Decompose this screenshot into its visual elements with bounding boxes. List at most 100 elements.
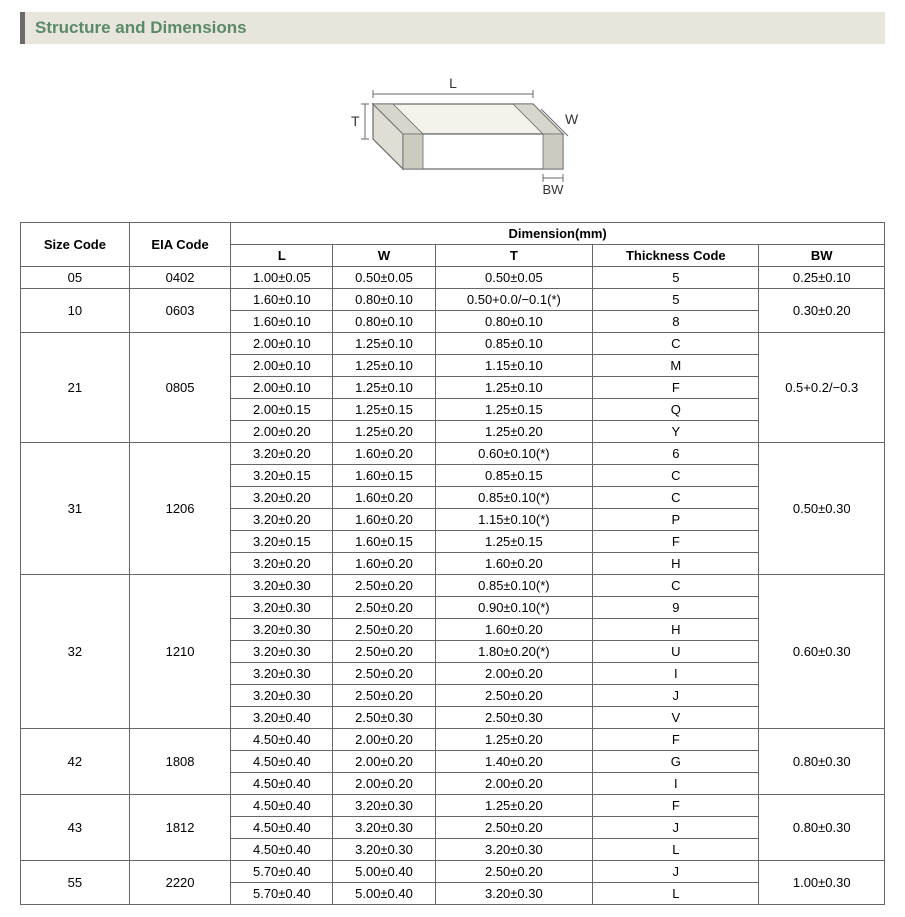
cell-tc: M [593,355,759,377]
cell-bw: 0.80±0.30 [759,729,885,795]
cell-tc: F [593,729,759,751]
cell-W: 2.50±0.20 [333,685,435,707]
cell-T: 0.50±0.05 [435,267,593,289]
cell-L: 4.50±0.40 [231,729,333,751]
cell-W: 2.50±0.20 [333,575,435,597]
cell-T: 2.00±0.20 [435,663,593,685]
cell-tc: C [593,487,759,509]
cell-tc: U [593,641,759,663]
cell-W: 0.80±0.10 [333,289,435,311]
cell-T: 1.25±0.20 [435,795,593,817]
cell-tc: L [593,839,759,861]
label-W: W [565,111,579,127]
label-L: L [449,75,457,91]
table-row: 3112063.20±0.201.60±0.200.60±0.10(*)60.5… [21,443,885,465]
cell-bw: 1.00±0.30 [759,861,885,905]
cell-L: 3.20±0.20 [231,553,333,575]
cell-W: 2.00±0.20 [333,751,435,773]
cell-W: 1.60±0.20 [333,443,435,465]
cell-W: 5.00±0.40 [333,861,435,883]
cell-tc: 8 [593,311,759,333]
cell-T: 0.50+0.0/−0.1(*) [435,289,593,311]
cell-L: 1.00±0.05 [231,267,333,289]
cell-size: 05 [21,267,130,289]
cell-eia: 1210 [129,575,230,729]
cell-T: 1.60±0.20 [435,553,593,575]
cell-W: 3.20±0.30 [333,795,435,817]
cell-tc: 5 [593,267,759,289]
cell-size: 43 [21,795,130,861]
cell-T: 1.25±0.10 [435,377,593,399]
cell-eia: 0402 [129,267,230,289]
cell-W: 2.50±0.20 [333,597,435,619]
cell-eia: 0603 [129,289,230,333]
cell-L: 2.00±0.10 [231,377,333,399]
col-W: W [333,245,435,267]
cell-eia: 1812 [129,795,230,861]
cell-eia: 1206 [129,443,230,575]
col-thickness: Thickness Code [593,245,759,267]
label-T: T [351,113,360,129]
col-BW: BW [759,245,885,267]
col-dimension-group: Dimension(mm) [231,223,885,245]
cell-size: 55 [21,861,130,905]
cell-tc: V [593,707,759,729]
table-row: 1006031.60±0.100.80±0.100.50+0.0/−0.1(*)… [21,289,885,311]
cell-W: 1.25±0.15 [333,399,435,421]
cell-tc: L [593,883,759,905]
cell-T: 0.80±0.10 [435,311,593,333]
cell-W: 2.00±0.20 [333,729,435,751]
cell-T: 3.20±0.30 [435,883,593,905]
cell-W: 0.80±0.10 [333,311,435,333]
cell-tc: F [593,377,759,399]
cell-L: 3.20±0.20 [231,487,333,509]
cell-tc: I [593,773,759,795]
cell-tc: Y [593,421,759,443]
cell-T: 0.85±0.15 [435,465,593,487]
cell-W: 1.60±0.20 [333,509,435,531]
cell-tc: Q [593,399,759,421]
cell-L: 3.20±0.30 [231,685,333,707]
cell-tc: J [593,817,759,839]
cell-tc: F [593,531,759,553]
cell-tc: J [593,861,759,883]
cell-T: 2.50±0.20 [435,817,593,839]
cell-tc: 5 [593,289,759,311]
table-row: 3212103.20±0.302.50±0.200.85±0.10(*)C0.6… [21,575,885,597]
cell-W: 1.60±0.20 [333,487,435,509]
table-row: 4218084.50±0.402.00±0.201.25±0.20F0.80±0… [21,729,885,751]
cell-T: 0.85±0.10(*) [435,487,593,509]
cell-eia: 1808 [129,729,230,795]
cell-tc: P [593,509,759,531]
cell-size: 21 [21,333,130,443]
cell-L: 1.60±0.10 [231,289,333,311]
cell-L: 3.20±0.30 [231,575,333,597]
cell-L: 5.70±0.40 [231,883,333,905]
cell-T: 3.20±0.30 [435,839,593,861]
cell-T: 1.15±0.10 [435,355,593,377]
cell-tc: H [593,553,759,575]
cell-W: 2.50±0.20 [333,663,435,685]
table-row: 0504021.00±0.050.50±0.050.50±0.0550.25±0… [21,267,885,289]
cell-tc: C [593,575,759,597]
cell-W: 1.60±0.15 [333,465,435,487]
cell-tc: H [593,619,759,641]
cell-T: 1.40±0.20 [435,751,593,773]
cell-T: 0.90±0.10(*) [435,597,593,619]
cell-W: 1.25±0.10 [333,333,435,355]
cell-bw: 0.50±0.30 [759,443,885,575]
cell-bw: 0.60±0.30 [759,575,885,729]
cell-T: 0.85±0.10 [435,333,593,355]
cell-tc: J [593,685,759,707]
cell-T: 0.85±0.10(*) [435,575,593,597]
table-row: 5522205.70±0.405.00±0.402.50±0.20J1.00±0… [21,861,885,883]
cell-W: 1.60±0.20 [333,553,435,575]
cell-T: 2.00±0.20 [435,773,593,795]
cell-W: 2.50±0.20 [333,619,435,641]
cell-eia: 0805 [129,333,230,443]
cell-L: 3.20±0.30 [231,641,333,663]
cell-W: 3.20±0.30 [333,839,435,861]
cell-W: 2.50±0.20 [333,641,435,663]
cell-L: 2.00±0.10 [231,355,333,377]
cell-T: 1.80±0.20(*) [435,641,593,663]
